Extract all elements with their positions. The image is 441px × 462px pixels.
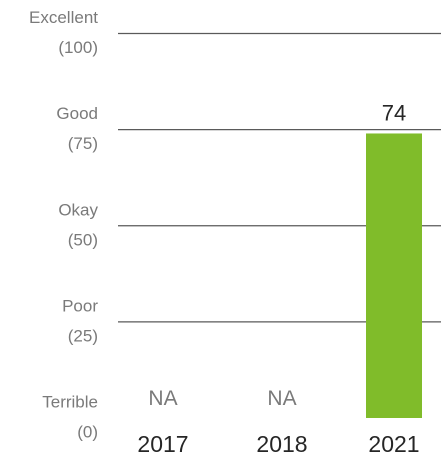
y-tick-sublabel: (0) xyxy=(77,423,98,442)
y-tick-label: Terrible xyxy=(42,393,98,412)
bar-2021 xyxy=(366,133,422,418)
na-label-2017: NA xyxy=(148,387,177,410)
y-tick-sublabel: (25) xyxy=(68,326,98,345)
na-label-2018: NA xyxy=(267,387,296,410)
y-tick-label: Good xyxy=(56,104,98,123)
value-labels: NA NA 74 xyxy=(148,100,406,410)
x-axis-tick-labels: 2017 2018 2021 xyxy=(137,431,419,457)
bars xyxy=(366,133,422,418)
y-tick-label: Excellent xyxy=(29,8,98,27)
x-tick-label-2017: 2017 xyxy=(137,431,188,457)
x-tick-label-2021: 2021 xyxy=(368,431,419,457)
y-tick-label: Okay xyxy=(58,200,98,219)
y-axis-tick-labels: Excellent (100) Good (75) Okay (50) Poor (25) Te… xyxy=(29,8,98,442)
y-tick-sublabel: (50) xyxy=(68,230,98,249)
y-tick-sublabel: (100) xyxy=(58,38,98,57)
value-label-2021: 74 xyxy=(382,100,406,125)
y-tick-sublabel: (75) xyxy=(68,134,98,153)
x-tick-label-2018: 2018 xyxy=(256,431,307,457)
y-tick-label: Poor xyxy=(62,296,98,315)
